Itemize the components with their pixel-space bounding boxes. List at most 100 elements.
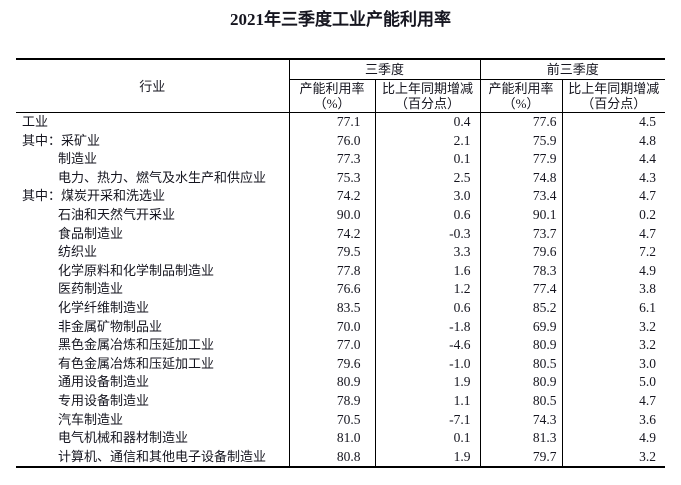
header-line-2: （%） [502, 96, 540, 111]
table-row: 有色金属冶炼和压延加工业 79.6 -1.0 80.5 3.0 [16, 354, 665, 374]
col-header-ytd-change: 比上年同期增减 （百分点） [562, 79, 666, 113]
col-header-ytd-rate: 产能利用率 （%） [480, 79, 563, 113]
ytd-change-cell: 3.2 [639, 337, 657, 353]
header-line-1: 比上年同期增减 [382, 81, 474, 96]
header-line-1: 产能利用率 [488, 81, 554, 96]
page: 2021年三季度工业产能利用率 行业 三季度 前三季度 产能利用率 （%） 比上… [0, 0, 681, 469]
table-row: 汽车制造业 70.5 -7.1 74.3 3.6 [16, 410, 665, 430]
q3-change-cell: 3.0 [375, 187, 481, 206]
ytd-rate-cell: 80.9 [480, 373, 563, 392]
table-row: 其中：煤炭开采和洗选业 74.2 3.0 73.4 4.7 [16, 187, 665, 206]
industry-cell: 汽车制造业 [16, 410, 290, 430]
q3-rate-cell: 77.8 [289, 261, 376, 281]
q3-change-cell: 1.9 [375, 373, 481, 392]
q3-rate-cell: 75.3 [289, 168, 376, 188]
table-header: 行业 三季度 前三季度 产能利用率 （%） 比上年同期增减 （百分点） 产能利用… [16, 59, 666, 113]
q3-rate-cell: 79.6 [289, 354, 376, 374]
table-row: 非金属矿物制品业 70.0 -1.8 69.9 3.2 [16, 317, 665, 337]
industry-cell: 食品制造业 [16, 224, 290, 244]
table-row: 石油和天然气开采业 90.0 0.6 90.1 0.2 [16, 205, 665, 225]
q3-rate-cell: 76.0 [289, 131, 376, 151]
ytd-rate-cell: 81.3 [480, 429, 563, 448]
ytd-change-cell: 4.8 [639, 132, 657, 148]
q3-rate-cell: 79.5 [289, 243, 376, 262]
q3-change-cell: 2.1 [375, 131, 481, 151]
col-header-q3-rate: 产能利用率 （%） [289, 79, 376, 113]
q3-change-cell: 0.6 [375, 205, 481, 225]
table-row: 纺织业 79.5 3.3 79.6 7.2 [16, 243, 665, 262]
table-row: 黑色金属冶炼和压延加工业 77.0 -4.6 80.9 3.2 [16, 336, 665, 355]
industry-cell: 化学原料和化学制品制造业 [16, 261, 290, 281]
industry-cell: 非金属矿物制品业 [16, 317, 290, 337]
ytd-rate-cell: 80.9 [480, 336, 563, 355]
q3-change-cell: -1.8 [375, 317, 481, 337]
industry-cell: 电力、热力、燃气及水生产和供应业 [16, 168, 290, 188]
header-line-1: 比上年同期增减 [568, 81, 660, 96]
ytd-change-cell: 4.5 [639, 114, 657, 129]
page-title: 2021年三季度工业产能利用率 [230, 10, 451, 29]
q3-change-cell: 1.1 [375, 391, 481, 411]
table-row: 化学纤维制造业 83.5 0.6 85.2 6.1 [16, 298, 665, 318]
q3-change-cell: 0.1 [375, 150, 481, 169]
industry-cell: 制造业 [16, 150, 290, 169]
ytd-change-cell: 3.2 [639, 318, 657, 334]
q3-rate-cell: 74.2 [289, 224, 376, 244]
q3-rate-cell: 80.8 [289, 447, 376, 468]
header-line-1: 产能利用率 [299, 81, 365, 96]
ytd-change-cell: 5.0 [639, 374, 657, 390]
ytd-change-cell: 4.3 [639, 169, 657, 185]
table-row: 电力、热力、燃气及水生产和供应业 75.3 2.5 74.8 4.3 [16, 168, 665, 188]
table-row: 电气机械和器材制造业 81.0 0.1 81.3 4.9 [16, 429, 665, 448]
industry-cell: 通用设备制造业 [16, 373, 290, 392]
q3-rate-cell: 70.0 [289, 317, 376, 337]
ytd-rate-cell: 74.3 [480, 410, 563, 430]
q3-change-cell: -1.0 [375, 354, 481, 374]
ytd-rate-cell: 73.7 [480, 224, 563, 244]
ytd-rate-cell: 77.9 [480, 150, 563, 169]
q3-rate-cell: 77.1 [289, 112, 376, 132]
table-row: 通用设备制造业 80.9 1.9 80.9 5.0 [16, 373, 665, 392]
q3-change-cell: -0.3 [375, 224, 481, 244]
industry-cell: 电气机械和器材制造业 [16, 429, 290, 448]
q3-rate-cell: 76.6 [289, 280, 376, 299]
industry-cell: 化学纤维制造业 [16, 298, 290, 318]
ytd-rate-cell: 79.7 [480, 447, 563, 468]
industry-cell: 其中：采矿业 [16, 131, 290, 151]
table-row: 制造业 77.3 0.1 77.9 4.4 [16, 150, 665, 169]
col-group-first-three-quarters: 前三季度 [480, 59, 666, 80]
ytd-rate-cell: 77.6 [480, 112, 563, 132]
ytd-change-cell: 3.8 [639, 281, 657, 297]
industry-cell: 石油和天然气开采业 [16, 205, 290, 225]
industry-cell: 黑色金属冶炼和压延加工业 [16, 336, 290, 355]
industry-cell: 计算机、通信和其他电子设备制造业 [16, 447, 290, 468]
q3-rate-cell: 77.0 [289, 336, 376, 355]
q3-change-cell: 2.5 [375, 168, 481, 188]
ytd-rate-cell: 75.9 [480, 131, 563, 151]
q3-change-cell: 0.4 [375, 112, 481, 132]
ytd-change-cell: 4.9 [639, 430, 657, 446]
ytd-change-cell: 6.1 [639, 299, 657, 315]
industry-cell: 有色金属冶炼和压延加工业 [16, 354, 290, 374]
table-body: 工业 77.1 0.4 77.6 4.5 其中：采矿业 76.0 2.1 75.9 4.8 制造业 7… [16, 112, 665, 468]
q3-rate-cell: 78.9 [289, 391, 376, 411]
ytd-rate-cell: 74.8 [480, 168, 563, 188]
ytd-change-cell: 4.7 [639, 225, 657, 241]
industry-cell: 纺织业 [16, 243, 290, 262]
industry-cell: 工业 [16, 112, 290, 132]
ytd-rate-cell: 77.4 [480, 280, 563, 299]
q3-rate-cell: 74.2 [289, 187, 376, 206]
col-header-industry: 行业 [16, 59, 290, 113]
col-group-q3: 三季度 [289, 59, 481, 80]
industry-cell: 医药制造业 [16, 280, 290, 299]
ytd-change-cell: 4.9 [639, 262, 657, 278]
q3-change-cell: -7.1 [375, 410, 481, 430]
table-row: 食品制造业 74.2 -0.3 73.7 4.7 [16, 224, 665, 244]
table-row: 医药制造业 76.6 1.2 77.4 3.8 [16, 280, 665, 299]
ytd-rate-cell: 90.1 [480, 205, 563, 225]
q3-change-cell: -4.6 [375, 336, 481, 355]
table-row: 工业 77.1 0.4 77.6 4.5 [16, 112, 665, 132]
industry-cell: 其中：煤炭开采和洗选业 [16, 187, 290, 206]
ytd-change-cell: 3.6 [639, 411, 657, 427]
q3-rate-cell: 83.5 [289, 298, 376, 318]
ytd-change-cell: 4.7 [639, 188, 657, 204]
